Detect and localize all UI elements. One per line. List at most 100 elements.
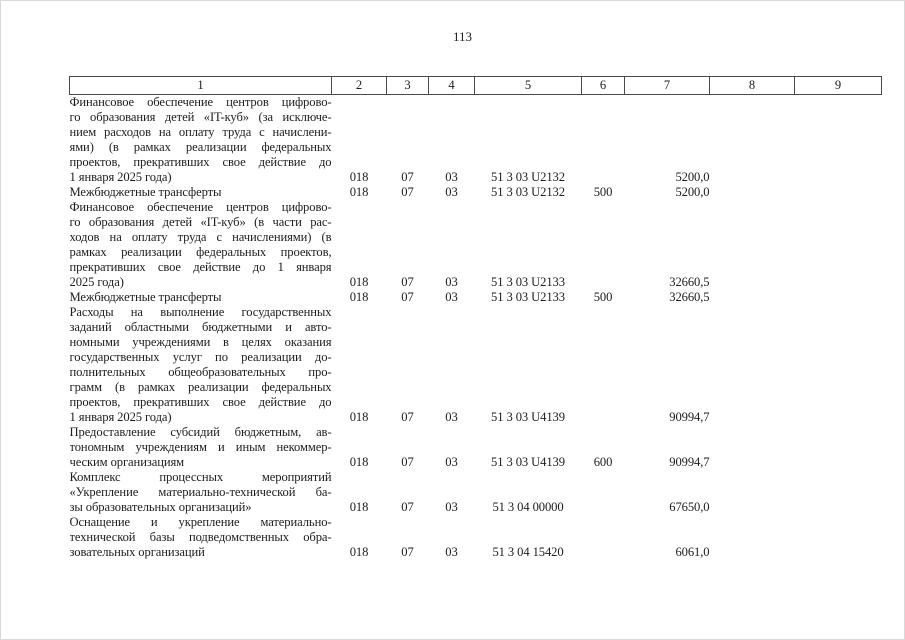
row-title-line: Финансовое обеспечение центров цифрово- [69, 95, 332, 109]
podrazdel-code-cell: 03 [445, 410, 458, 424]
grbs-code-cell: 018 [349, 170, 369, 184]
grbs-code-cell: 018 [349, 410, 369, 424]
razdel-code-cell: 07 [401, 185, 414, 199]
column-number-header: 6 [581, 76, 625, 95]
empty-cell [795, 305, 882, 425]
row-title-line: Оснащение и укрепление материально- [69, 515, 332, 529]
podrazdel-code-cell: 03 [445, 170, 458, 184]
podrazdel-code-cell: 03 [445, 455, 458, 469]
page-number: 113 [452, 29, 473, 44]
target-article-code-cell: 51 3 03 U2133 [491, 275, 565, 289]
amount-cell: 32660,5 [669, 275, 710, 289]
empty-cell [710, 290, 795, 305]
expense-type-code-cell: 500 [593, 290, 613, 304]
amount-cell: 67650,0 [669, 500, 710, 514]
row-title-line: го образования детей «IT-куб» (за исключ… [69, 110, 332, 124]
expense-type-code-cell [582, 95, 625, 186]
empty-cell [795, 290, 882, 305]
target-article-code-cell: 51 3 04 15420 [492, 545, 564, 559]
column-number-header: 8 [709, 76, 795, 95]
row-title-cell: Финансовое обеспечение центров цифрово-г… [70, 200, 332, 290]
column-number-header: 4 [428, 76, 475, 95]
target-article-code-cell: 51 3 03 U2133 [491, 290, 565, 304]
podrazdel-code-cell: 03 [445, 275, 458, 289]
table-row: Межбюджетные трансферты 018 07 03 51 3 03 U2… [70, 290, 882, 305]
row-title-line: го образования детей «IT-куб» (в части р… [69, 215, 332, 229]
amount-cell: 90994,7 [669, 455, 710, 469]
empty-cell [710, 425, 795, 470]
row-title-cell: Предоставление субсидий бюджетным, ав-то… [70, 425, 332, 470]
razdel-code-cell: 07 [401, 545, 414, 559]
empty-cell [710, 305, 795, 425]
row-title-line: ями) (в рамках реализации федеральных [69, 140, 332, 154]
empty-cell [795, 200, 882, 290]
empty-cell [795, 470, 882, 515]
amount-cell: 5200,0 [675, 185, 710, 199]
target-article-code-cell: 51 3 03 U2132 [491, 170, 565, 184]
row-title-line: заданий областными бюджетными и авто- [69, 320, 332, 334]
amount-cell: 32660,5 [669, 290, 710, 304]
razdel-code-cell: 07 [401, 410, 414, 424]
row-title-line: Расходы на выполнение государственных [69, 305, 332, 319]
table-header-row: 1 2 3 4 5 6 7 8 9 [69, 76, 882, 95]
empty-cell [795, 185, 882, 200]
empty-cell [710, 515, 795, 560]
empty-cell [795, 425, 882, 470]
table-body: Финансовое обеспечение центров цифрово-г… [70, 95, 882, 561]
target-article-code-cell: 51 3 03 U4139 [491, 455, 565, 469]
empty-cell [710, 95, 795, 186]
row-title-line: тономным учреждениям и иным некоммер- [69, 440, 332, 454]
row-title-line: грамм (в рамках реализации федеральных [69, 380, 332, 394]
budget-table: 1 2 3 4 5 6 7 8 9 Финансовое обеспечение… [69, 76, 882, 560]
row-title-cell: Финансовое обеспечение центров цифрово-г… [70, 95, 332, 186]
empty-cell [710, 200, 795, 290]
expense-type-code-cell: 500 [593, 185, 613, 199]
row-title-line: зы образовательных организаций» [69, 500, 252, 514]
column-number-header: 1 [69, 76, 332, 95]
row-title-cell: Межбюджетные трансферты [70, 185, 332, 200]
table-row: Финансовое обеспечение центров цифрово-г… [70, 95, 882, 186]
razdel-code-cell: 07 [401, 290, 414, 304]
column-number-header: 7 [624, 76, 710, 95]
razdel-code-cell: 07 [401, 275, 414, 289]
row-title-line: ческим организациям [69, 455, 185, 469]
table-row: Предоставление субсидий бюджетным, ав-то… [70, 425, 882, 470]
table-row: Расходы на выполнение государственных зад… [70, 305, 882, 425]
row-title-line: нием расходов на оплату труда с начислен… [69, 125, 332, 139]
row-title-line: ходов на оплату труда с начислениями) (в [69, 230, 332, 244]
razdel-code-cell: 07 [401, 500, 414, 514]
amount-cell: 6061,0 [675, 545, 710, 559]
row-title-line: Финансовое обеспечение центров цифрово- [69, 200, 332, 214]
row-title-line: полнительных общеобразовательных про- [69, 365, 332, 379]
row-title-line: 1 января 2025 года) [69, 170, 172, 184]
row-title-cell: Межбюджетные трансферты [70, 290, 332, 305]
expense-type-code-cell [582, 470, 625, 515]
amount-cell: 5200,0 [675, 170, 710, 184]
expense-type-code-cell [582, 200, 625, 290]
row-title-line: зовательных организаций [69, 545, 205, 559]
grbs-code-cell: 018 [349, 500, 369, 514]
grbs-code-cell: 018 [349, 185, 369, 199]
grbs-code-cell: 018 [349, 455, 369, 469]
column-number-header: 5 [474, 76, 582, 95]
row-title-line: прекративших свое действие до 1 января [69, 260, 332, 274]
column-number-header: 2 [331, 76, 387, 95]
empty-cell [710, 185, 795, 200]
row-title-line: проектов, прекративших свое действие до [69, 155, 332, 169]
row-title-line: Межбюджетные трансферты [69, 290, 222, 304]
row-title-line: государственных услуг по реализации до- [69, 350, 332, 364]
row-title-cell: Оснащение и укрепление материально-техни… [70, 515, 332, 560]
target-article-code-cell: 51 3 03 U4139 [491, 410, 565, 424]
grbs-code-cell: 018 [349, 545, 369, 559]
target-article-code-cell: 51 3 04 00000 [492, 500, 564, 514]
grbs-code-cell: 018 [349, 290, 369, 304]
row-title-line: 1 января 2025 года) [69, 410, 172, 424]
row-title-line: «Укрепление материально-технической ба- [69, 485, 332, 499]
podrazdel-code-cell: 03 [445, 185, 458, 199]
razdel-code-cell: 07 [401, 455, 414, 469]
amount-cell: 90994,7 [669, 410, 710, 424]
expense-type-code-cell [582, 305, 625, 425]
row-title-line: Предоставление субсидий бюджетным, ав- [69, 425, 332, 439]
table-row: Межбюджетные трансферты 018 07 03 51 3 03 U2… [70, 185, 882, 200]
row-title-line: номными учреждениями в целях оказания [69, 335, 332, 349]
